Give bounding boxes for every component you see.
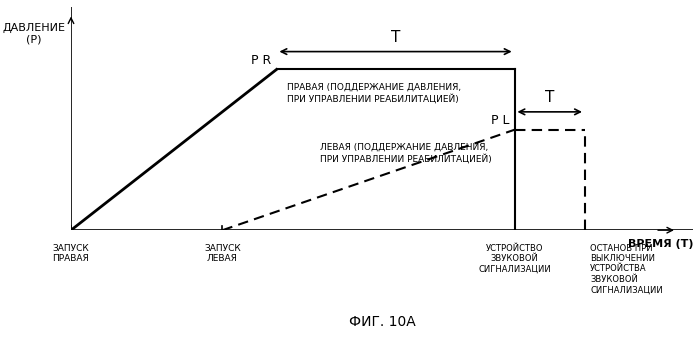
Text: ВРЕМЯ (T): ВРЕМЯ (T) — [628, 239, 693, 249]
Text: T: T — [545, 90, 554, 105]
Text: ФИГ. 10А: ФИГ. 10А — [349, 315, 415, 329]
Text: P R: P R — [251, 54, 271, 67]
Text: ПРАВАЯ (ПОДДЕРЖАНИЕ ДАВЛЕНИЯ,
ПРИ УПРАВЛЕНИИ РЕАБИЛИТАЦИЕЙ): ПРАВАЯ (ПОДДЕРЖАНИЕ ДАВЛЕНИЯ, ПРИ УПРАВЛ… — [288, 83, 461, 103]
Text: ЗАПУСК
ПРАВАЯ: ЗАПУСК ПРАВАЯ — [52, 244, 90, 263]
Text: ДАВЛЕНИЕ
(P): ДАВЛЕНИЕ (P) — [2, 23, 65, 44]
Text: ЗАПУСК
ЛЕВАЯ: ЗАПУСК ЛЕВАЯ — [204, 244, 241, 263]
Text: ОСТАНОВ ПРИ
ВЫКЛЮЧЕНИИ
УСТРОЙСТВА
ЗВУКОВОЙ
СИГНАЛИЗАЦИИ: ОСТАНОВ ПРИ ВЫКЛЮЧЕНИИ УСТРОЙСТВА ЗВУКОВ… — [590, 244, 663, 294]
Text: T: T — [391, 30, 400, 45]
Text: ЛЕВАЯ (ПОДДЕРЖАНИЕ ДАВЛЕНИЯ,
ПРИ УПРАВЛЕНИИ РЕАБИЛИТАЦИЕЙ): ЛЕВАЯ (ПОДДЕРЖАНИЕ ДАВЛЕНИЯ, ПРИ УПРАВЛЕ… — [320, 143, 491, 164]
Text: УСТРОЙСТВО
ЗВУКОВОЙ
СИГНАЛИЗАЦИИ: УСТРОЙСТВО ЗВУКОВОЙ СИГНАЛИЗАЦИИ — [478, 244, 551, 273]
Text: P L: P L — [491, 115, 509, 127]
